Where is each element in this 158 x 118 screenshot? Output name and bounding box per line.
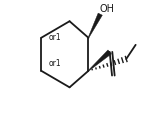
Text: OH: OH <box>100 4 115 14</box>
Text: or1: or1 <box>49 33 61 42</box>
Polygon shape <box>88 50 111 71</box>
Text: or1: or1 <box>49 59 61 68</box>
Polygon shape <box>88 13 102 38</box>
